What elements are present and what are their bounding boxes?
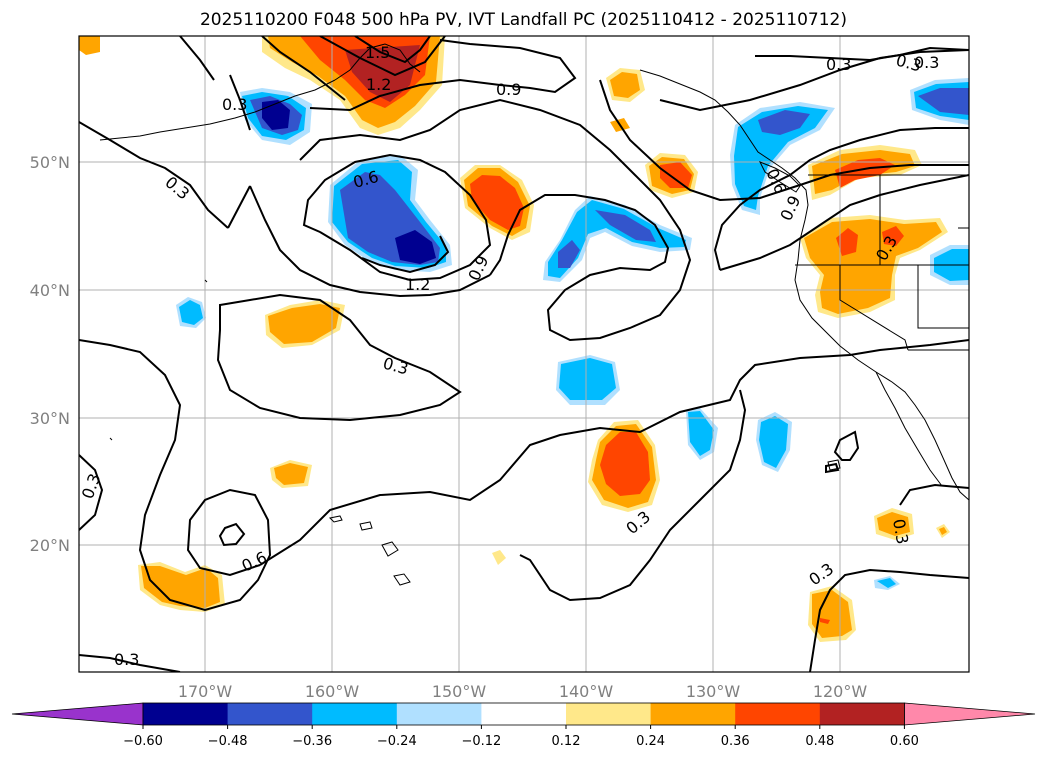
colorbar-tick-label: 0.48	[805, 734, 834, 749]
map-frame	[78, 35, 970, 673]
colorbar-segment	[227, 703, 313, 725]
colorbar-segment	[735, 703, 821, 725]
contour-label: 0.3	[805, 559, 837, 589]
latitude-labels: 50°N 40°N 30°N 20°N	[30, 153, 70, 555]
lat-label: 30°N	[30, 409, 70, 428]
contour-label: 0.3	[161, 173, 193, 204]
colorbar-tick-label: 0.24	[636, 734, 665, 749]
graticule	[79, 36, 969, 672]
colorbar-frame	[142, 702, 905, 726]
contour-label: 0.9	[496, 80, 521, 99]
contour-label: 1.2	[405, 275, 430, 294]
lat-label: 40°N	[30, 281, 70, 300]
lon-label: 170°W	[178, 682, 233, 701]
contour-label: 0.3	[222, 95, 247, 114]
longitude-labels: 170°W 160°W 150°W 140°W 130°W 120°W	[178, 682, 868, 701]
contour-label: 1.2	[366, 75, 391, 94]
colorbar-extend-min	[11, 702, 144, 726]
lon-label: 130°W	[686, 682, 741, 701]
contour-label: 0.3	[914, 53, 939, 72]
colorbar-tick-label: −0.48	[208, 734, 248, 749]
lat-label: 20°N	[30, 536, 70, 555]
contour-label: 0.3	[622, 507, 654, 538]
contour-label: 0.3	[381, 354, 411, 379]
colorbar-tick-label: −0.24	[377, 734, 417, 749]
colorbar-tick-label: −0.12	[461, 734, 501, 749]
colorbar-segment	[819, 703, 905, 725]
map-title: 2025110200 F048 500 hPa PV, IVT Landfall…	[199, 10, 847, 30]
colorbar-tick-label: 0.60	[890, 734, 919, 749]
contour-label: 0.3	[114, 650, 139, 669]
pv-shading	[79, 36, 969, 642]
pv-contours	[79, 36, 969, 672]
coastlines	[99, 43, 969, 586]
colorbar-tick-label: −0.60	[123, 734, 163, 749]
lon-label: 160°W	[305, 682, 360, 701]
colorbar-segment	[143, 703, 229, 725]
colorbar-tick-label: −0.36	[292, 734, 332, 749]
contour-label: 0.9	[776, 193, 804, 224]
colorbar-tick-label: 0.36	[721, 734, 750, 749]
colorbar-extend-max	[904, 702, 1036, 726]
map-panel: 0.3 0.3 1.5 1.2 0.9 0.3 0.3 0.6 1.2 0.9 …	[79, 36, 969, 672]
colorbar-tick-label: 0.12	[552, 734, 581, 749]
colorbar: −0.60 −0.48 −0.36 −0.24 −0.12 0.12 0.24 0.36 0.4…	[11, 702, 1036, 749]
lon-label: 150°W	[432, 682, 487, 701]
colorbar-segment	[481, 703, 567, 725]
colorbar-segment	[566, 703, 652, 725]
colorbar-segment	[396, 703, 482, 725]
contour-label: 0.3	[889, 517, 912, 545]
colorbar-segment	[312, 703, 398, 725]
contour-label: 0.3	[826, 55, 851, 74]
lat-label: 50°N	[30, 153, 70, 172]
contour-label: 1.5	[365, 43, 390, 62]
colorbar-segment	[650, 703, 736, 725]
lon-label: 120°W	[813, 682, 868, 701]
lon-label: 140°W	[559, 682, 614, 701]
contour-label: 0.9	[464, 253, 492, 284]
